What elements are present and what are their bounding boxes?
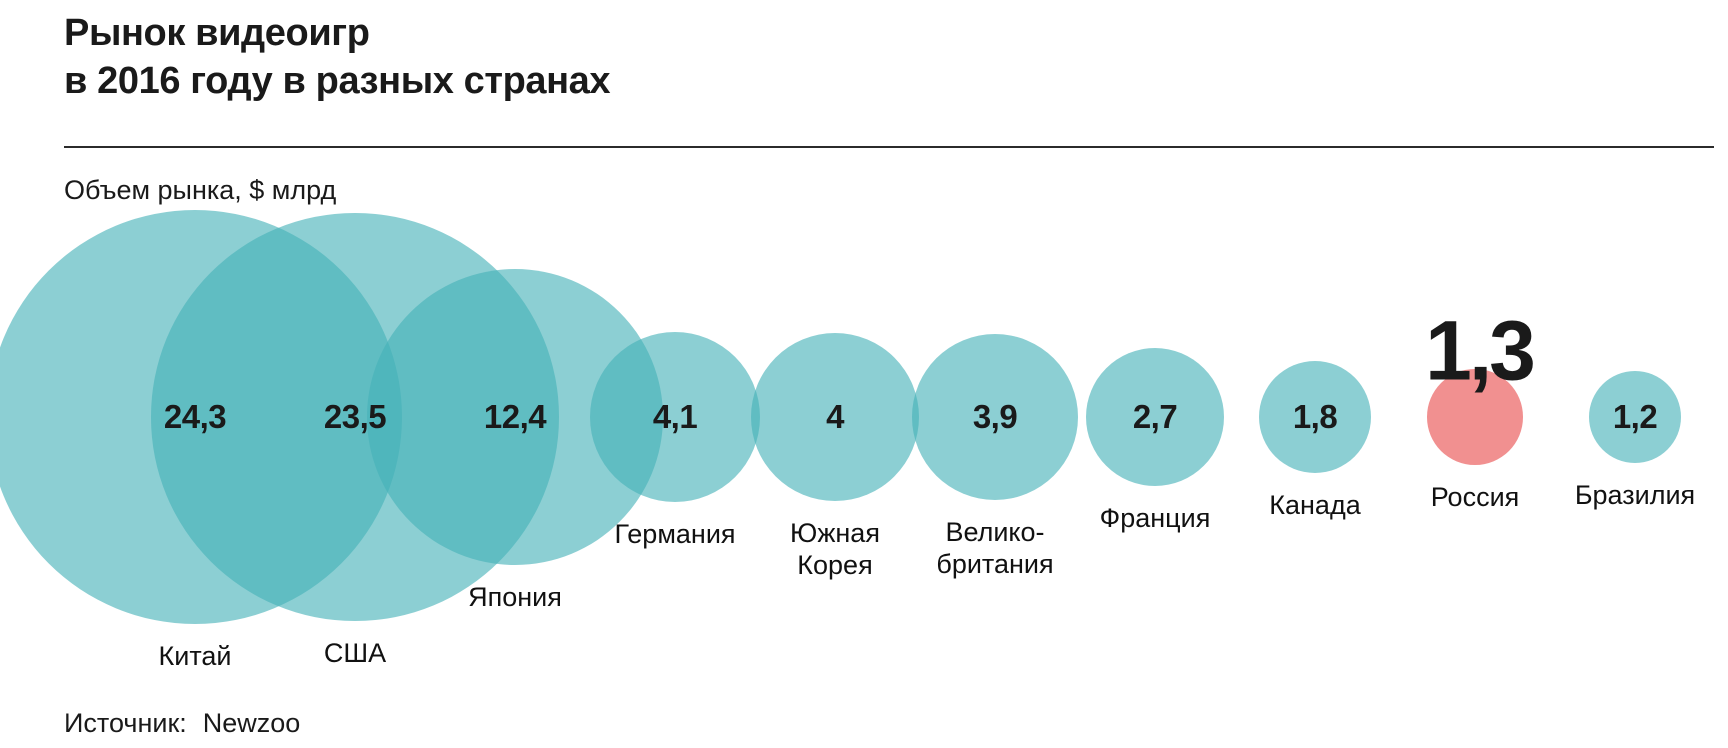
- source-note: Источник: Newzoo: [64, 708, 300, 739]
- country-label-great-britain: Велико- британия: [936, 516, 1054, 580]
- country-label-china: Китай: [158, 641, 232, 672]
- bubble-great-britain: [912, 334, 1078, 500]
- bubble-south-korea: [751, 333, 919, 501]
- bubble-value-south-korea: 4: [826, 398, 844, 435]
- country-label-canada: Канада: [1269, 490, 1361, 521]
- country-label-russia: Россия: [1430, 481, 1520, 512]
- country-label-germany: Германия: [614, 519, 736, 550]
- source-value: Newzoo: [202, 708, 301, 738]
- chart-title-line2: в 2016 году в разных странах: [64, 59, 611, 102]
- bubble-value-germany: 4,1: [652, 398, 698, 435]
- bubble-value-russia: 1,3: [1425, 303, 1536, 398]
- bubble-germany: [589, 331, 761, 503]
- bubble-value-france: 2,7: [1132, 398, 1178, 435]
- bubble-value-brazil: 1,2: [1612, 398, 1658, 435]
- bubble-value-usa: 23,5: [323, 398, 387, 435]
- country-label-south-korea: Южная Корея: [790, 518, 880, 581]
- source-label: Источник:: [64, 708, 187, 738]
- country-label-france: Франция: [1099, 503, 1211, 533]
- chart-title: Рынок видеоигр в 2016 году в разных стра…: [64, 10, 611, 106]
- bubble-brazil: [1588, 370, 1681, 463]
- bubble-value-japan: 12,4: [483, 398, 547, 435]
- country-label-brazil: Бразилия: [1574, 480, 1696, 510]
- bubble-value-canada: 1,8: [1292, 398, 1338, 435]
- divider-line: [64, 146, 1714, 148]
- bubble-canada: [1258, 360, 1372, 474]
- bubble-russia: [1427, 369, 1523, 465]
- bubble-value-great-britain: 3,9: [972, 398, 1018, 435]
- bubble-value-china: 24,3: [163, 398, 227, 435]
- axis-unit-label: Объем рынка, $ млрд: [64, 175, 337, 205]
- country-label-japan: Япония: [468, 581, 562, 612]
- chart-title-line1: Рынок видеоигр: [64, 12, 370, 54]
- bubble-france: [1085, 347, 1224, 486]
- country-label-usa: США: [323, 637, 387, 668]
